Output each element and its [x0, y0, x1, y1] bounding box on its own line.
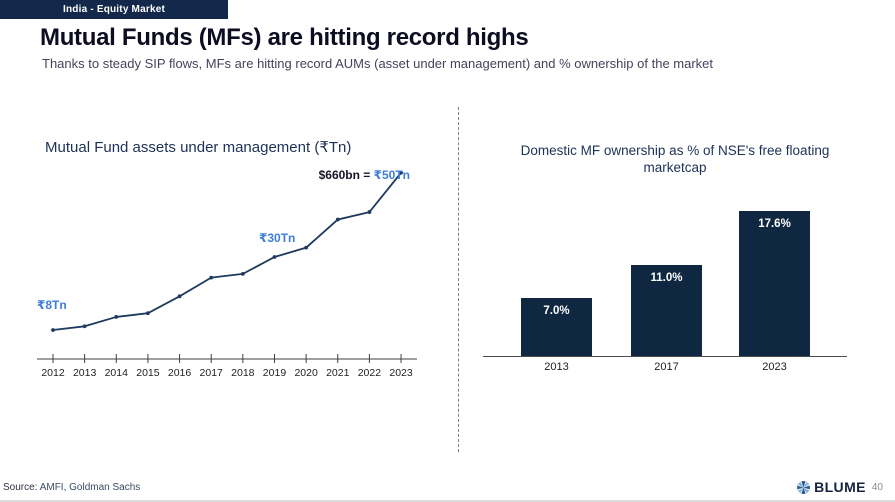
data-point	[304, 245, 309, 250]
slide-bottom-edge	[0, 500, 895, 502]
bar-value-label: 7.0%	[543, 305, 570, 317]
aum-line-chart: 2012 2013 2014 2015 2016 2017 2018 2019 2020 2021…	[37, 170, 417, 379]
data-point	[209, 275, 214, 280]
x-axis-label: 2013	[73, 367, 97, 379]
source-value: AMFI, Goldman Sachs	[37, 482, 141, 493]
page-title: Mutual Funds (MFs) are hitting record hi…	[40, 24, 529, 51]
x-axis-label: 2015	[136, 367, 160, 379]
source-note: Source: AMFI, Goldman Sachs	[3, 482, 140, 493]
data-point	[82, 324, 87, 329]
slide-section-badge: India - Equity Market	[0, 0, 228, 19]
data-point	[51, 328, 55, 332]
bar-2013: 7.0%	[521, 298, 592, 356]
x-axis-label: 2020	[294, 367, 318, 379]
data-point	[367, 210, 372, 214]
annotation-660bn-dollar: $660bn =	[318, 168, 374, 182]
source-label: Source:	[3, 482, 38, 493]
bar-category-label: 2017	[654, 361, 679, 373]
ownership-bar-chart: 7.0% 11.0% 17.6%	[483, 206, 847, 356]
x-axis-label: 2019	[263, 367, 287, 379]
x-axis-label: 2012	[41, 367, 65, 379]
data-point	[272, 255, 277, 259]
data-point	[177, 294, 182, 299]
bar-2017: 11.0%	[631, 265, 702, 356]
x-axis-label: 2016	[168, 367, 192, 379]
x-axis-label: 2021	[326, 367, 350, 379]
x-axis-label: 2017	[200, 367, 224, 379]
annotation-30tn: ₹30Tn	[259, 231, 296, 245]
bar-chart-x-axis	[483, 356, 847, 357]
brand-name: BLUME	[814, 479, 866, 495]
bar-2023: 17.6%	[739, 211, 810, 356]
bar-category-label: 2023	[762, 361, 787, 373]
bar-value-label: 11.0%	[650, 272, 683, 284]
line-chart-title: Mutual Fund assets under management (₹Tn…	[45, 139, 352, 156]
blume-logo-icon	[797, 480, 810, 494]
aum-line-series	[52, 172, 402, 331]
page-subtitle: Thanks to steady SIP flows, MFs are hitt…	[42, 56, 714, 71]
page-number: 40	[871, 481, 883, 493]
x-axis-label: 2014	[105, 367, 129, 379]
data-point	[335, 217, 340, 222]
x-axis-label: 2023	[389, 367, 413, 379]
data-point	[114, 315, 119, 319]
bar-category-label: 2013	[544, 361, 569, 373]
bar-chart-title: Domestic MF ownership as % of NSE's free…	[520, 143, 830, 175]
brand-footer: BLUME 40	[796, 479, 883, 495]
data-point	[399, 170, 403, 175]
bar-chart-year-labels: 2013 2017 2023	[483, 361, 847, 377]
annotation-660bn: $660bn = ₹50Tn	[250, 168, 410, 182]
data-point	[146, 311, 150, 316]
chart-divider	[458, 107, 459, 452]
annotation-660bn-rupee: ₹50Tn	[373, 168, 410, 182]
bar-value-label: 17.6%	[758, 218, 791, 230]
x-axis-label: 2018	[231, 367, 255, 379]
data-point	[240, 271, 245, 276]
x-axis-label: 2022	[358, 367, 382, 379]
annotation-8tn: ₹8Tn	[37, 298, 67, 312]
